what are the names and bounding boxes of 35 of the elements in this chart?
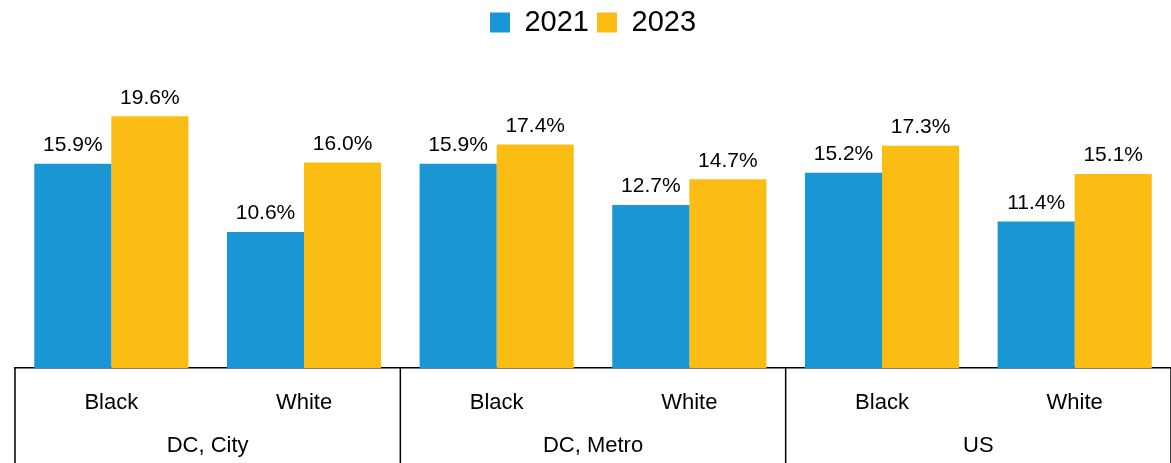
x-tick-label: Black — [469, 389, 525, 415]
legend-label: 2021 — [524, 4, 589, 37]
x-tick-label: White — [1046, 389, 1103, 415]
bar — [226, 231, 304, 368]
data-label: 17.3% — [890, 114, 951, 138]
x-tick-label: Black — [84, 389, 140, 415]
bar — [34, 163, 112, 368]
x-tick-label: White — [661, 389, 718, 415]
data-label: 11.4% — [1007, 189, 1066, 213]
data-label: 15.9% — [43, 132, 103, 156]
bar — [882, 145, 960, 368]
bar — [111, 116, 189, 368]
data-label: 15.2% — [813, 141, 874, 165]
text: DC, Metro — [542, 432, 644, 458]
bar — [1074, 174, 1152, 368]
data-label: 14.7% — [698, 147, 758, 171]
bar — [496, 144, 574, 368]
bar — [419, 163, 497, 368]
bar — [689, 179, 767, 368]
bar — [612, 204, 690, 368]
x-tick-label: White — [275, 389, 333, 415]
text: DC, City — [166, 432, 249, 458]
text: US — [963, 432, 994, 458]
bar — [804, 172, 882, 368]
legend-label: 2023 — [631, 4, 697, 37]
data-label: 15.1% — [1083, 142, 1143, 166]
data-label: 16.0% — [312, 130, 373, 154]
data-label: 12.7% — [621, 173, 681, 197]
data-label: 17.4% — [505, 112, 565, 136]
bar — [304, 162, 382, 368]
data-label: 19.6% — [120, 84, 180, 108]
x-tick-label: Black — [855, 389, 910, 415]
data-label: 10.6% — [235, 200, 296, 224]
bar — [997, 221, 1075, 368]
data-label: 15.9% — [428, 132, 488, 156]
